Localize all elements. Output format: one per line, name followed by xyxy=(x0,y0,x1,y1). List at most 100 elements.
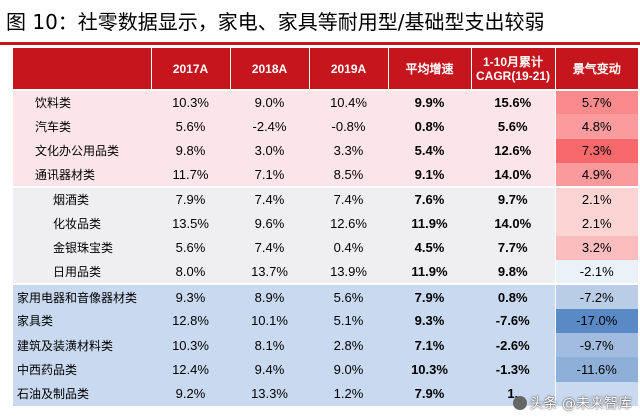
table-row: 日用品类 8.0% 13.7% 13.9% 11.9% 9.8% -2.1% xyxy=(13,260,638,285)
cell-2018a: 7.1% xyxy=(230,162,309,188)
watermark-logo-icon xyxy=(512,396,527,410)
cell-cagr: -2.6% xyxy=(471,332,555,358)
table-row: 金银珠宝类 5.6% 7.4% 0.4% 4.5% 7.7% 3.2% xyxy=(13,235,638,261)
cell-2019a: 12.6% xyxy=(309,211,388,236)
header-cagr-line: CAGR(19-21) xyxy=(475,68,550,83)
table-row: 汽车类 5.6% -2.4% -0.8% 0.8% 5.6% 4.8% xyxy=(13,114,638,139)
cell-2017a: 5.6% xyxy=(151,114,230,139)
cell-2017a: 8.0% xyxy=(151,260,230,285)
cell-category: 汽车类 xyxy=(13,114,151,139)
cell-2018a: 10.1% xyxy=(230,308,309,333)
cell-average-growth: 11.9% xyxy=(388,260,471,285)
cell-average-growth: 7.9% xyxy=(388,381,471,406)
cell-climate-change: 2.1% xyxy=(554,186,638,212)
cell-category: 家具类 xyxy=(13,308,151,333)
cell-category: 通讯器材类 xyxy=(13,162,151,188)
table-row: 化妆品类 13.5% 9.6% 12.6% 11.9% 14.0% 2.1% xyxy=(13,211,638,236)
retail-sales-table: 2017A 2018A 2019A 平均增速 1-10月累计 CAGR(19-21… xyxy=(13,48,638,406)
cell-category: 日用品类 xyxy=(13,260,151,285)
cell-cagr: 0.8% xyxy=(471,283,555,309)
cell-2018a: 7.4% xyxy=(230,235,309,261)
cell-cagr: 14.0% xyxy=(471,162,555,188)
cell-average-growth: 11.9% xyxy=(388,211,471,236)
cell-2019a: 3.3% xyxy=(309,138,388,163)
cell-2017a: 9.3% xyxy=(151,283,230,309)
cell-average-growth: 4.5% xyxy=(388,235,471,261)
cell-2019a: 2.8% xyxy=(309,332,388,358)
watermark: 头条 @未来智库 xyxy=(512,393,632,413)
cell-cagr: 5.6% xyxy=(471,114,555,139)
cell-average-growth: 0.8% xyxy=(388,114,471,139)
cell-average-growth: 7.6% xyxy=(388,186,471,212)
header-cagr-line: 1-10月累计 xyxy=(482,54,544,69)
table-row: 建筑及装潢材料类 10.3% 8.1% 2.8% 7.1% -2.6% -9.7% xyxy=(13,332,638,358)
cell-2018a: 13.7% xyxy=(230,260,309,285)
cell-cagr: 9.7% xyxy=(471,186,555,212)
table-row: 烟酒类 7.9% 7.4% 7.4% 7.6% 9.7% 2.1% xyxy=(13,186,638,212)
cell-cagr: 12.6% xyxy=(471,138,555,163)
cell-2018a: -2.4% xyxy=(230,114,309,139)
cell-2019a: 5.6% xyxy=(309,283,388,309)
watermark-text: 头条 @未来智库 xyxy=(529,396,632,412)
table-row: 文化办公用品类 9.8% 3.0% 3.3% 5.4% 12.6% 7.3% xyxy=(13,138,638,163)
header-climate-change: 景气变动 xyxy=(555,48,638,90)
cell-category: 石油及制品类 xyxy=(13,381,151,406)
cell-average-growth: 5.4% xyxy=(388,138,471,163)
cell-2019a: 1.2% xyxy=(309,381,388,406)
cell-cagr: -7.6% xyxy=(471,308,555,333)
cell-climate-change: -11.6% xyxy=(554,357,638,382)
cell-average-growth: 7.1% xyxy=(388,332,471,358)
cell-category: 饮料类 xyxy=(13,88,151,115)
cell-average-growth: 9.1% xyxy=(388,162,471,188)
cell-2018a: 8.1% xyxy=(230,332,309,358)
cell-2017a: 10.3% xyxy=(151,332,230,358)
cell-category: 烟酒类 xyxy=(13,186,151,212)
cell-2017a: 9.2% xyxy=(151,381,230,406)
cell-2017a: 12.4% xyxy=(151,357,230,382)
cell-2017a: 10.3% xyxy=(151,88,230,115)
table-row: 饮料类 10.3% 9.0% 10.4% 9.9% 15.6% 5.7% xyxy=(13,88,638,115)
cell-climate-change: 5.7% xyxy=(554,88,638,115)
cell-2018a: 9.0% xyxy=(230,88,309,115)
cell-2019a: 13.9% xyxy=(309,260,388,285)
cell-2017a: 12.8% xyxy=(151,308,230,333)
cell-cagr: 7.7% xyxy=(471,235,555,261)
cell-cagr: 15.6% xyxy=(471,88,555,115)
cell-climate-change: 3.2% xyxy=(554,235,638,261)
cell-climate-change: 4.8% xyxy=(554,114,638,139)
cell-category: 中西药品类 xyxy=(13,357,151,382)
cell-2017a: 13.5% xyxy=(151,211,230,236)
cell-average-growth: 9.9% xyxy=(388,88,471,115)
cell-category: 家用电器和音像器材类 xyxy=(13,283,151,309)
figure-caption: 图 10：社零数据显示，家电、家具等耐用型/基础型支出较弱 xyxy=(6,10,545,34)
cell-2019a: -0.8% xyxy=(309,114,388,139)
cell-cagr: 9.8% xyxy=(471,260,555,285)
cell-2019a: 8.5% xyxy=(309,162,388,188)
cell-2017a: 11.7% xyxy=(151,162,230,188)
cell-2019a: 7.4% xyxy=(309,186,388,212)
cell-category: 建筑及装潢材料类 xyxy=(13,332,151,358)
cell-2017a: 5.6% xyxy=(151,235,230,261)
cell-2018a: 3.0% xyxy=(230,138,309,163)
cell-2018a: 13.3% xyxy=(230,381,309,406)
cell-2018a: 9.4% xyxy=(230,357,309,382)
cell-2018a: 8.9% xyxy=(230,283,309,309)
header-category xyxy=(13,48,152,90)
header-cagr: 1-10月累计 CAGR(19-21) xyxy=(471,48,556,90)
cell-climate-change: 4.9% xyxy=(554,162,638,188)
header-2017a: 2017A xyxy=(151,48,231,90)
cell-category: 金银珠宝类 xyxy=(13,235,151,261)
cell-cagr: -1.3% xyxy=(471,357,555,382)
cell-average-growth: 9.3% xyxy=(388,308,471,333)
table-header-row: 2017A 2018A 2019A 平均增速 1-10月累计 CAGR(19-21… xyxy=(13,48,638,90)
cell-2017a: 9.8% xyxy=(151,138,230,163)
header-2019a: 2019A xyxy=(309,48,389,90)
cell-average-growth: 10.3% xyxy=(388,357,471,382)
cell-2019a: 5.1% xyxy=(309,308,388,333)
cell-climate-change: 2.1% xyxy=(554,211,638,236)
table-row: 家具类 12.8% 10.1% 5.1% 9.3% -7.6% -17.0% xyxy=(13,308,638,333)
cell-climate-change: -17.0% xyxy=(554,308,638,333)
cell-2019a: 9.0% xyxy=(309,357,388,382)
cell-climate-change xyxy=(554,381,638,406)
cell-category: 化妆品类 xyxy=(13,211,151,236)
